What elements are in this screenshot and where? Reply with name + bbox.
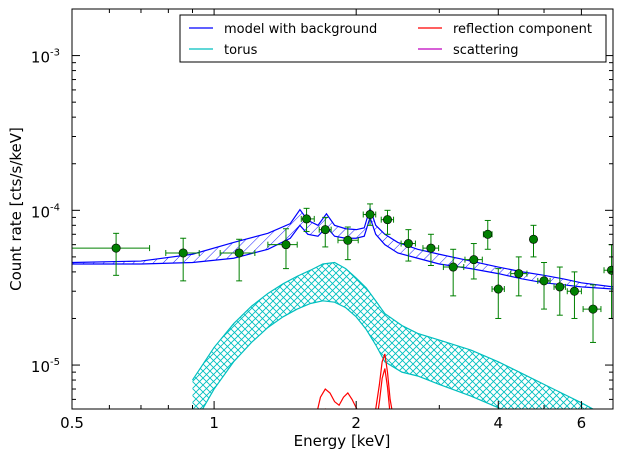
data-marker bbox=[483, 229, 493, 239]
legend-label-torus: torus bbox=[224, 43, 258, 58]
data-marker bbox=[539, 276, 549, 286]
torus-band bbox=[191, 261, 595, 409]
y-tick-labels: 10-5 10-4 10-3 bbox=[31, 48, 60, 377]
data-marker bbox=[493, 284, 503, 294]
data-marker bbox=[569, 286, 579, 296]
data-marker bbox=[403, 239, 413, 249]
data-marker bbox=[281, 240, 291, 250]
data-marker bbox=[448, 262, 458, 272]
x-tick-labels: 0.5 1 2 4 6 bbox=[60, 414, 586, 432]
data-points bbox=[72, 203, 613, 343]
x-tick-label: 1 bbox=[209, 414, 219, 432]
x-axis-title: Energy [keV] bbox=[294, 432, 391, 450]
data-point bbox=[482, 219, 493, 250]
data-marker bbox=[607, 265, 613, 275]
data-point bbox=[566, 271, 582, 319]
data-point bbox=[510, 256, 528, 297]
data-point bbox=[464, 243, 483, 280]
data-point bbox=[380, 209, 395, 235]
model-band-lower-line bbox=[72, 215, 613, 290]
data-marker bbox=[469, 255, 479, 265]
legend-label-model: model with background bbox=[224, 22, 377, 37]
data-marker bbox=[514, 269, 524, 279]
data-marker bbox=[320, 225, 330, 235]
legend-box bbox=[179, 14, 607, 63]
data-marker bbox=[365, 209, 375, 219]
data-marker bbox=[555, 282, 565, 292]
data-marker bbox=[426, 243, 436, 253]
data-point bbox=[491, 268, 505, 319]
x-tick-label: 0.5 bbox=[60, 414, 84, 432]
data-point bbox=[442, 248, 465, 297]
plot-frame bbox=[71, 8, 614, 410]
data-point bbox=[537, 262, 551, 310]
data-point bbox=[72, 232, 151, 276]
x-tick-label: 6 bbox=[577, 414, 587, 432]
legend-label-scattering: scattering bbox=[453, 43, 519, 58]
y-axis-title: Count rate [cts/s/keV] bbox=[7, 127, 25, 291]
data-marker bbox=[382, 215, 392, 225]
data-point bbox=[300, 207, 315, 232]
data-marker bbox=[588, 304, 598, 314]
y-tick-label: 10-3 bbox=[31, 48, 60, 67]
legend-label-reflection: reflection component bbox=[453, 22, 592, 37]
model-band-fill bbox=[72, 208, 613, 290]
data-marker bbox=[178, 248, 188, 258]
data-point bbox=[422, 233, 440, 266]
data-point bbox=[553, 266, 566, 316]
torus-band-lower-line bbox=[201, 300, 503, 409]
plot-area bbox=[72, 203, 613, 409]
torus-band-fill bbox=[192, 262, 593, 409]
data-marker bbox=[529, 234, 539, 244]
data-point bbox=[400, 229, 416, 262]
y-tick-label: 10-4 bbox=[31, 202, 60, 221]
data-marker bbox=[234, 248, 244, 258]
legend: model with background reflection compone… bbox=[179, 14, 607, 63]
data-point bbox=[267, 228, 298, 270]
data-marker bbox=[302, 214, 312, 224]
data-point bbox=[362, 203, 377, 226]
data-point bbox=[603, 244, 613, 319]
data-marker bbox=[111, 243, 121, 253]
reflection-component-lines bbox=[317, 353, 393, 409]
data-point bbox=[582, 284, 602, 343]
data-point bbox=[165, 237, 200, 282]
x-tick-label: 2 bbox=[351, 414, 361, 432]
reflection-line-lower bbox=[324, 368, 391, 409]
axis-ticks bbox=[71, 9, 613, 409]
data-marker bbox=[343, 235, 353, 245]
data-point bbox=[529, 224, 539, 258]
model-band-upper-line bbox=[72, 206, 613, 288]
torus-band-upper-line bbox=[191, 261, 595, 409]
y-tick-label: 10-5 bbox=[31, 357, 60, 376]
model-band bbox=[72, 206, 613, 290]
data-point bbox=[337, 226, 359, 261]
data-point bbox=[318, 216, 332, 248]
reflection-line-upper bbox=[317, 353, 393, 409]
data-point bbox=[219, 238, 256, 282]
x-tick-label: 4 bbox=[494, 414, 504, 432]
